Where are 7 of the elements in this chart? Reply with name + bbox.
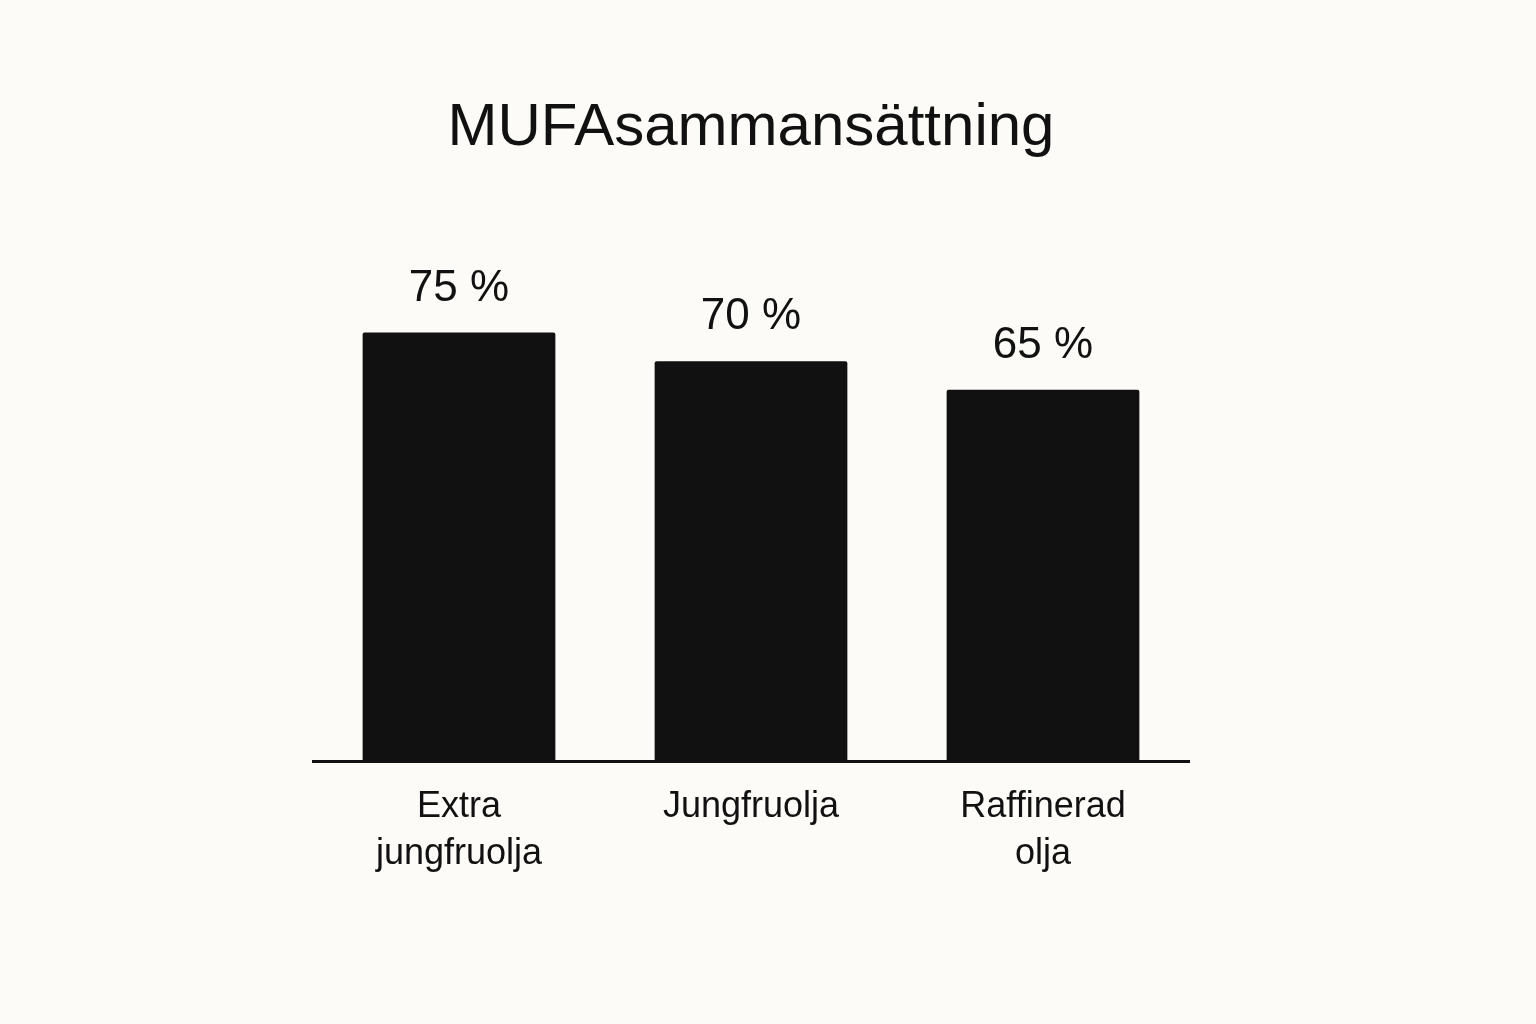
data-label: 75 %: [408, 260, 510, 310]
chart-title: MUFAsammansättning: [447, 90, 1055, 158]
x-tick-label: Extra jungfruolja: [374, 783, 544, 872]
x-tick-label: Raffinerad olja: [960, 783, 1126, 872]
data-label: 70 %: [700, 289, 802, 339]
data-label: 65 %: [992, 317, 1094, 367]
x-tick-label: Jungfruolja: [662, 783, 841, 825]
